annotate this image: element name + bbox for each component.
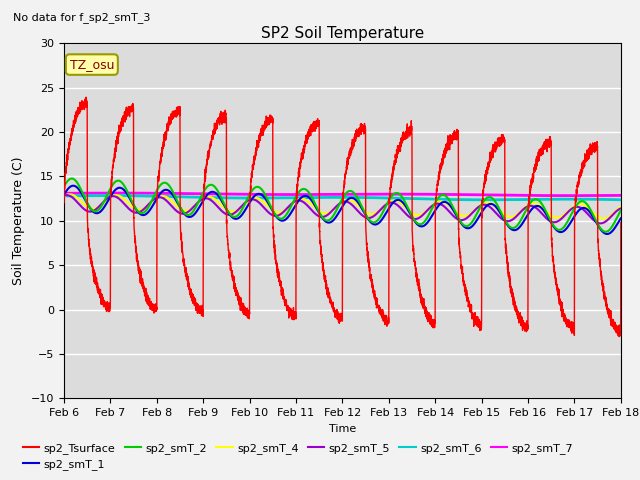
Legend: sp2_Tsurface, sp2_smT_1, sp2_smT_2, sp2_smT_4, sp2_smT_5, sp2_smT_6, sp2_smT_7: sp2_Tsurface, sp2_smT_1, sp2_smT_2, sp2_… [19,438,578,474]
Text: TZ_osu: TZ_osu [70,58,114,71]
Text: No data for f_sp2_smT_3: No data for f_sp2_smT_3 [13,12,150,23]
Y-axis label: Soil Temperature (C): Soil Temperature (C) [12,156,26,285]
Title: SP2 Soil Temperature: SP2 Soil Temperature [260,25,424,41]
X-axis label: Time: Time [329,424,356,433]
